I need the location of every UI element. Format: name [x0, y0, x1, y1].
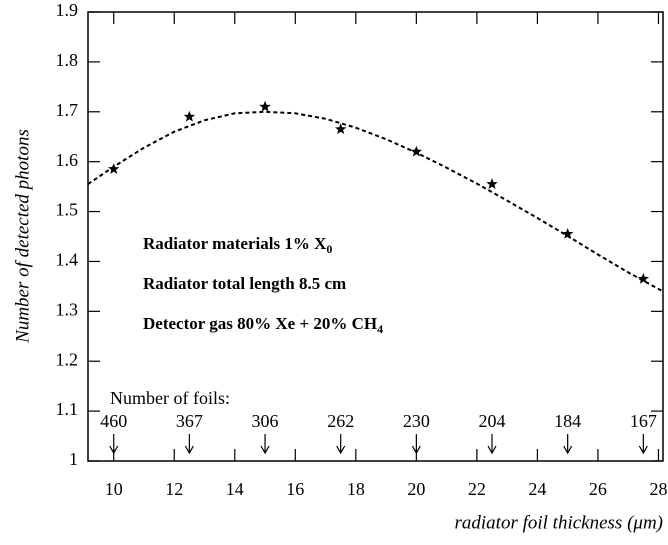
foil-arrowhead — [563, 445, 573, 455]
y-tick-label: 1.4 — [56, 250, 79, 270]
x-tick-label: 10 — [105, 479, 123, 499]
x-tick-label: 22 — [468, 479, 486, 499]
foil-arrowhead — [411, 445, 421, 455]
annotation: Radiator total length 8.5 cm — [143, 274, 346, 293]
foil-count: 167 — [630, 411, 657, 431]
annotation-subscript: 4 — [377, 322, 383, 336]
data-point — [561, 228, 574, 239]
y-tick-label: 1.5 — [56, 200, 79, 220]
data-point — [410, 145, 423, 157]
foil-count: 204 — [479, 411, 506, 431]
foil-count: 262 — [327, 411, 354, 431]
x-tick-label: 28 — [649, 479, 667, 499]
data-point — [108, 163, 120, 174]
foil-arrowhead — [487, 445, 497, 455]
data-point — [259, 100, 271, 112]
foil-count: 306 — [252, 411, 279, 431]
x-tick-label: 24 — [528, 479, 546, 499]
foil-count: 367 — [176, 411, 203, 431]
y-tick-label: 1 — [69, 449, 78, 469]
y-tick-label: 1.2 — [56, 349, 79, 369]
y-tick-label: 1.7 — [56, 100, 79, 120]
y-tick-label: 1.3 — [56, 299, 79, 319]
foil-arrowhead — [638, 445, 648, 455]
x-tick-label: 16 — [286, 479, 304, 499]
foil-arrowhead — [184, 445, 194, 455]
annotation-text: Detector gas 80% Xe + 20% CH — [143, 314, 377, 333]
annotation: Radiator materials 1% X0 — [143, 234, 332, 256]
foil-arrowhead — [336, 445, 346, 455]
foil-arrowhead — [109, 445, 119, 455]
y-tick-label: 1.6 — [56, 150, 79, 170]
foil-arrowhead — [260, 445, 270, 455]
data-point — [637, 272, 650, 284]
annotation-subscript: 0 — [326, 242, 332, 256]
x-tick-label: 26 — [589, 479, 607, 499]
annotation-text: Radiator total length 8.5 cm — [143, 274, 346, 293]
fit-curve — [87, 110, 664, 293]
x-tick-label: 20 — [407, 479, 425, 499]
plot-frame — [87, 11, 664, 462]
y-tick-label: 1.9 — [56, 0, 79, 20]
x-axis-title: radiator foil thickness (μm) — [455, 512, 664, 533]
y-tick-label: 1.1 — [56, 399, 79, 419]
y-axis-title: Number of detected photons — [12, 129, 33, 344]
foil-count: 184 — [554, 411, 581, 431]
annotation: Detector gas 80% Xe + 20% CH4 — [143, 314, 383, 336]
foil-count: 460 — [100, 411, 127, 431]
y-tick-label: 1.8 — [56, 50, 79, 70]
data-point — [486, 178, 498, 189]
annotation-text: Radiator materials 1% X — [143, 234, 327, 253]
data-point — [334, 123, 347, 135]
x-tick-label: 14 — [226, 479, 244, 499]
x-tick-label: 18 — [347, 479, 365, 499]
data-point — [183, 110, 196, 122]
foil-count: 230 — [403, 411, 430, 431]
foils-label: Number of foils: — [110, 388, 230, 408]
x-tick-label: 12 — [165, 479, 183, 499]
